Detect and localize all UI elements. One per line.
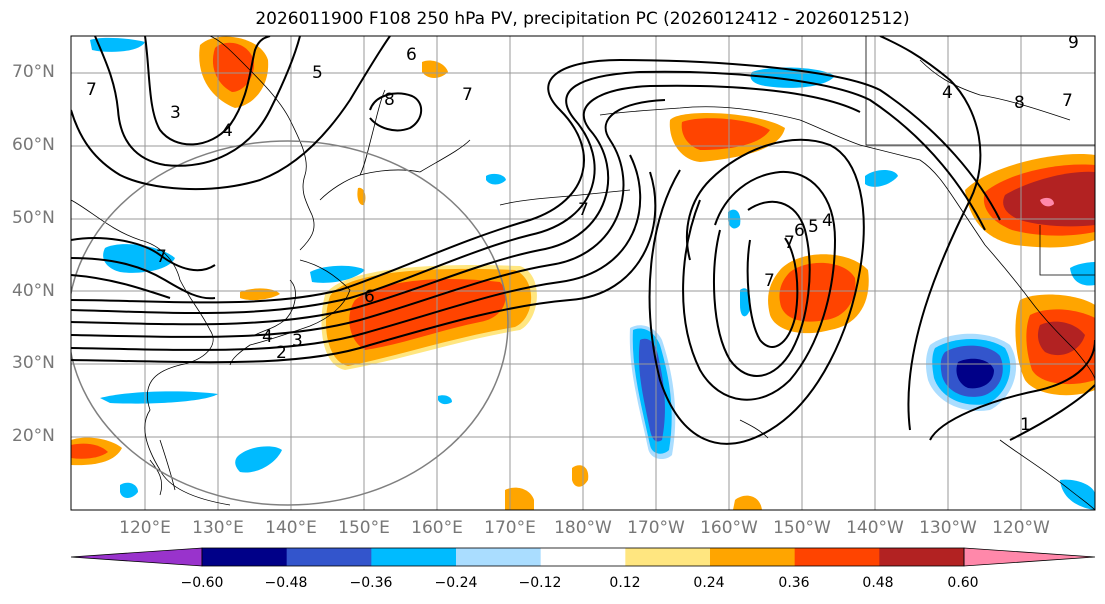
lat-label: 60°N	[12, 135, 55, 155]
lon-label: 170°W	[627, 518, 685, 538]
lon-label: 140°E	[265, 518, 317, 538]
map-title: 2026011900 F108 250 hPa PV, precipitatio…	[255, 9, 910, 29]
contour-label: 7	[1062, 91, 1073, 111]
contour-label: 3	[292, 331, 303, 351]
colorbar-swatch	[540, 548, 626, 566]
colorbar-tick-label: −0.24	[434, 575, 478, 591]
lon-label: 160°W	[700, 518, 758, 538]
lon-label: 150°W	[773, 518, 831, 538]
contour-label: 5	[312, 63, 323, 83]
contour-label: 8	[384, 90, 395, 110]
contour-label: 7	[86, 80, 97, 100]
map-panel: 7 3 4 5 6 8 7 7 7 6 4 3 2 7 7 6 5 4 1 4 …	[71, 33, 1095, 510]
contour-label-group: 7 3 4 5 6 8 7 7 7 6 4 3 2 7 7 6 5 4 1 4 …	[86, 33, 1079, 435]
lat-label: 40°N	[12, 281, 55, 301]
lon-label: 130°W	[919, 518, 977, 538]
lon-label: 120°E	[119, 518, 171, 538]
contour-label: 2	[276, 343, 287, 363]
lat-label: 50°N	[12, 208, 55, 228]
colorbar-tick-label: 0.24	[693, 575, 725, 591]
contour-label: 3	[170, 103, 181, 123]
colorbar-swatch	[879, 548, 965, 566]
contour-label: 7	[462, 85, 473, 105]
colorbar-extend-low	[70, 547, 203, 567]
contour-label: 6	[406, 45, 417, 65]
map-frame	[70, 35, 1096, 511]
contour-label: 4	[942, 83, 953, 103]
lon-label: 150°E	[338, 518, 390, 538]
contour-label: 7	[578, 200, 589, 220]
colorbar-tick-label: −0.48	[264, 575, 308, 591]
contour-label: 7	[784, 233, 795, 253]
contour-label: 7	[156, 247, 167, 267]
lon-label: 170°E	[484, 518, 536, 538]
colorbar-swatch	[794, 548, 880, 566]
colorbar-extend-high	[963, 547, 1096, 567]
lon-label: 140°W	[846, 518, 904, 538]
colorbar-swatch	[625, 548, 711, 566]
lat-label: 70°N	[12, 62, 55, 82]
colorbar-swatch	[456, 548, 542, 566]
colorbar-tick-label: 0.60	[947, 575, 979, 591]
colorbar-tick-label: 0.12	[609, 575, 641, 591]
contour-label: 4	[822, 211, 833, 231]
contour-label: 9	[1068, 33, 1079, 53]
contour-label: 4	[262, 327, 273, 347]
radius-circle	[71, 140, 509, 506]
pv-contours	[71, 36, 1095, 445]
colorbar-swatch	[202, 548, 288, 566]
lat-label: 30°N	[12, 353, 55, 373]
lon-label: 120°W	[992, 518, 1050, 538]
lon-label: 130°E	[192, 518, 244, 538]
colorbar-frame	[201, 547, 965, 567]
colorbar-tick-label: 0.36	[778, 575, 810, 591]
contour-label: 1	[1020, 415, 1031, 435]
colorbar-swatch	[371, 548, 457, 566]
contour-label: 7	[764, 271, 775, 291]
contour-label: 6	[364, 287, 375, 307]
contour-label: 8	[1014, 93, 1025, 113]
lon-label: 160°E	[411, 518, 463, 538]
colorbar-tick-label: −0.60	[180, 575, 224, 591]
colorbar-tick-label: 0.48	[862, 575, 894, 591]
lat-label: 20°N	[12, 426, 55, 446]
contour-label: 6	[794, 221, 805, 241]
colorbar-tick-label: −0.36	[349, 575, 393, 591]
contour-label: 5	[808, 217, 819, 237]
contour-label: 4	[222, 121, 233, 141]
colorbar-swatch	[286, 548, 372, 566]
colorbar-swatch	[710, 548, 796, 566]
colorbar-tick-label: −0.12	[518, 575, 562, 591]
lon-label: 180°W	[554, 518, 612, 538]
colorbar	[70, 547, 1096, 567]
